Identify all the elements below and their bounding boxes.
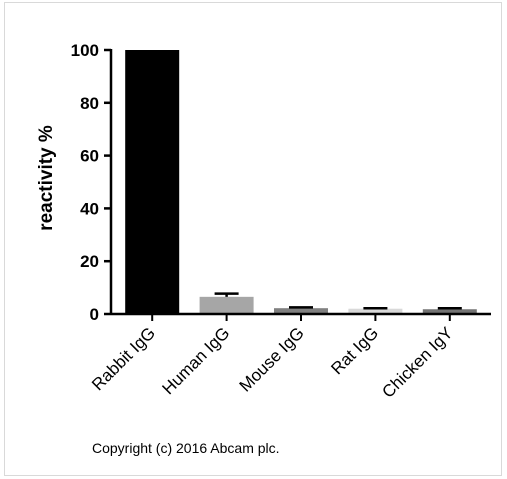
y-ticks-layer: 0 20 40 60 80 100 <box>71 41 111 324</box>
y-tick-label: 60 <box>80 147 99 166</box>
y-tick-label: 20 <box>80 252 99 271</box>
bar-mouse-igg <box>274 308 328 314</box>
error-bars-layer <box>214 292 462 310</box>
y-tick-label: 80 <box>80 94 99 113</box>
bar-rat-igg <box>348 308 403 314</box>
y-tick-label: 0 <box>90 305 99 324</box>
bar-rabbit-igg <box>125 50 180 314</box>
y-axis-title: reactivity % <box>36 125 57 231</box>
bars-layer <box>125 50 477 314</box>
x-category-label: Rabbit IgG <box>88 323 159 394</box>
y-tick-label: 100 <box>71 41 99 60</box>
x-category-label: Chicken IgY <box>378 323 456 401</box>
copyright-text: Copyright (c) 2016 Abcam plc. <box>92 440 280 456</box>
chart-frame: 0 20 40 60 80 100 Rabbit IgG Human IgG Mouse Ig… <box>4 2 502 476</box>
bar-chicken-igy <box>422 309 477 314</box>
y-tick-label: 40 <box>80 199 99 218</box>
x-category-label: Rat IgG <box>327 323 382 378</box>
x-category-label: Human IgG <box>159 323 234 398</box>
x-category-labels-layer: Rabbit IgG Human IgG Mouse IgG Rat IgGChick… <box>88 314 457 402</box>
bar-chart: 0 20 40 60 80 100 Rabbit IgG Human IgG Mouse Ig… <box>36 41 491 402</box>
bar-human-igg <box>199 296 254 314</box>
x-category-label: Mouse IgG <box>236 323 308 395</box>
